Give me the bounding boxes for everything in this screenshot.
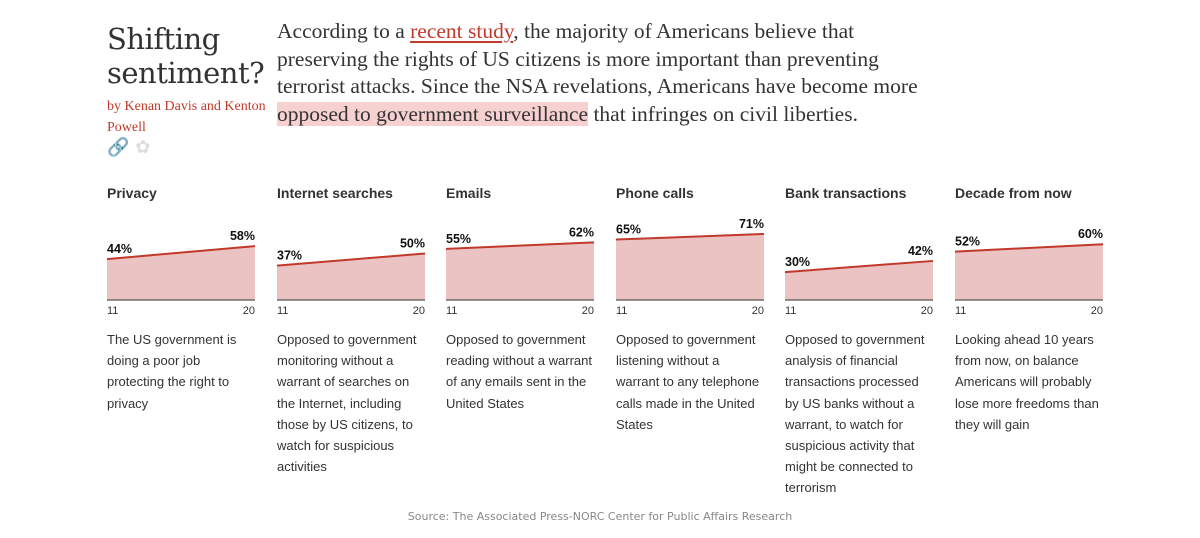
chart-panel: Emails 55% 62% 11 20 Opposed to government re… [445, 185, 595, 411]
area-fill [277, 253, 425, 300]
data-label-end: 58% [230, 229, 255, 243]
chart-title: Privacy [107, 185, 157, 201]
data-label-start: 37% [277, 249, 302, 263]
x-tick-label: 11 [277, 305, 288, 317]
area-fill [785, 260, 933, 300]
intro-text: , the majority of Americans believe that… [277, 19, 918, 98]
area-fill [446, 242, 594, 300]
chart-panel: Phone calls 65% 71% 11 20 Opposed to governme… [615, 185, 765, 432]
area-chart: 37% 50% 11 20 [276, 237, 426, 317]
chart-description: Opposed to government listening without … [616, 332, 760, 432]
trend-line [276, 252, 426, 267]
area-chart: 30% 42% 11 20 [784, 244, 934, 317]
trend-line [784, 259, 934, 274]
chart-panel: Decade from now 52% 60% 11 20 Looking ahead 1… [954, 185, 1104, 432]
data-label-end: 42% [908, 244, 933, 258]
data-label-end: 60% [1078, 227, 1103, 241]
chart-description: Looking ahead 10 years from now, on bala… [955, 332, 1099, 432]
recent-study-link[interactable]: recent study [410, 19, 514, 43]
data-label-end: 50% [400, 237, 425, 251]
highlighted-phrase: opposed to government surveillance [277, 101, 589, 126]
x-tick-label: 20 [413, 305, 425, 317]
chart-panel: Internet searches 37% 50% 11 20 Opposed to go… [276, 185, 426, 474]
x-tick-label: 11 [616, 305, 627, 317]
trend-line [445, 241, 595, 250]
chart-description: Opposed to government monitoring without… [277, 332, 417, 475]
link-icon[interactable]: 🔗 [107, 137, 130, 158]
area-fill [955, 244, 1103, 300]
trend-line [954, 243, 1104, 253]
share-bar: 🔗 ✿ [107, 138, 151, 158]
x-tick-label: 11 [785, 305, 796, 317]
data-label-end: 71% [739, 217, 764, 231]
chart-title: Phone calls [616, 185, 694, 201]
x-tick-label: 20 [921, 305, 933, 317]
trend-line [615, 232, 765, 241]
x-tick-label: 11 [446, 305, 457, 317]
chart-panel: Bank transactions 30% 42% 11 20 Opposed to go… [784, 185, 934, 495]
chart-panel: Privacy 44% 58% 11 20 The US government is do… [106, 185, 256, 411]
chart-title: Bank transactions [785, 185, 907, 201]
x-tick-label: 20 [243, 305, 255, 317]
chart-description: Opposed to government analysis of financ… [785, 332, 925, 496]
chart-title: Internet searches [277, 185, 393, 201]
area-chart: 55% 62% 11 20 [445, 225, 595, 317]
chart-title: Decade from now [955, 185, 1072, 201]
area-chart: 52% 60% 11 20 [954, 227, 1104, 317]
data-label-start: 44% [107, 242, 132, 256]
x-tick-label: 11 [107, 305, 118, 317]
data-label-start: 52% [955, 235, 980, 249]
byline: by Kenan Davis and Kenton Powell [107, 99, 266, 135]
area-fill [107, 246, 255, 300]
intro-paragraph: According to a recent study, the majorit… [277, 18, 927, 128]
x-tick-label: 11 [955, 305, 966, 317]
data-label-start: 55% [446, 232, 471, 246]
x-tick-label: 20 [1091, 305, 1103, 317]
source-note: Source: The Associated Press-NORC Center… [407, 510, 793, 523]
chart-description: Opposed to government reading without a … [446, 332, 592, 411]
area-chart: 65% 71% 11 20 [615, 217, 765, 317]
twitter-icon[interactable]: ✿ [135, 137, 151, 158]
data-label-start: 65% [616, 223, 641, 237]
intro-text: According to a [277, 19, 411, 43]
area-chart: 44% 58% 11 20 [106, 229, 256, 317]
data-label-start: 30% [785, 255, 810, 269]
chart-title: Emails [446, 185, 492, 201]
area-fill [616, 233, 764, 300]
x-tick-label: 20 [582, 305, 594, 317]
trend-line [106, 245, 256, 261]
data-label-end: 62% [569, 225, 594, 239]
intro-text: that infringes on civil liberties. [588, 101, 858, 126]
page-title: Shifting sentiment? [107, 22, 265, 90]
x-tick-label: 20 [752, 305, 764, 317]
chart-description: The US government is doing a poor job pr… [107, 332, 237, 411]
